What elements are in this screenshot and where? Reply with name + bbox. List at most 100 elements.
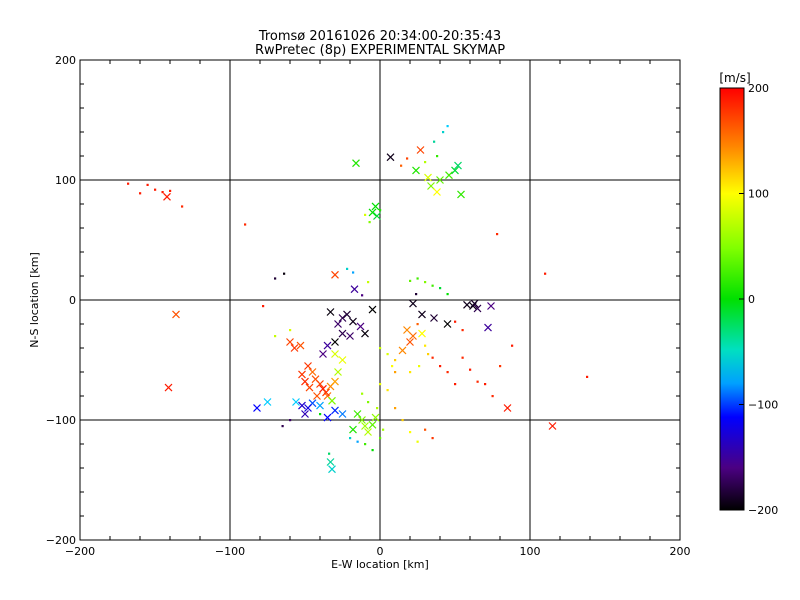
data-point-cross — [418, 329, 426, 338]
data-point-cross — [290, 344, 299, 352]
y-tick-label: 100 — [55, 174, 76, 187]
data-point-dot — [476, 380, 479, 383]
data-point-dot — [181, 205, 184, 208]
data-point-cross — [298, 370, 306, 379]
data-point-cross — [172, 310, 180, 319]
data-point-dot — [262, 305, 265, 308]
data-point-cross — [338, 329, 347, 338]
data-point-cross — [323, 341, 332, 350]
data-point-dot — [394, 407, 397, 410]
data-point-cross — [503, 404, 512, 412]
data-point-dot — [328, 452, 331, 455]
data-point-cross — [328, 396, 336, 405]
data-point-dot — [439, 287, 442, 290]
colorbar-tick-label: −200 — [748, 504, 778, 517]
data-point-dot — [446, 125, 449, 128]
grid — [80, 60, 680, 540]
data-point-cross — [319, 350, 327, 358]
colorbar-tick-label: 0 — [748, 293, 755, 306]
data-point-cross — [326, 458, 335, 466]
data-point-cross — [412, 166, 420, 175]
data-point-cross — [443, 320, 452, 328]
data-point-dot — [454, 383, 457, 386]
data-point-cross — [398, 346, 407, 355]
data-point-cross — [338, 356, 347, 364]
data-point-cross — [338, 410, 347, 418]
data-point-cross — [331, 350, 339, 358]
data-point-cross — [292, 398, 300, 406]
x-tick-label: 200 — [670, 545, 691, 558]
colorbar-ticks: 200 100 0 −100 −200 — [739, 82, 778, 517]
data-point-cross — [373, 212, 381, 220]
data-point-dot — [416, 440, 419, 443]
data-point-cross — [487, 302, 495, 310]
data-point-cross — [358, 416, 366, 424]
data-point-cross — [463, 300, 471, 309]
data-point-cross — [316, 380, 324, 388]
data-point-dot — [461, 329, 464, 332]
data-point-dot — [431, 356, 434, 359]
data-point-cross — [301, 410, 309, 418]
data-point-cross — [304, 362, 312, 370]
data-point-dot — [424, 161, 427, 164]
data-point-dot — [586, 375, 589, 378]
data-point-dot — [469, 368, 472, 371]
data-point-cross — [427, 182, 435, 190]
data-point-dot — [439, 365, 442, 368]
data-point-dot — [499, 365, 502, 368]
data-point-cross — [338, 314, 347, 322]
data-point-dot — [442, 131, 445, 134]
data-point-dot — [379, 347, 382, 350]
data-point-dot — [446, 371, 449, 374]
data-point-cross — [304, 404, 312, 412]
data-point-dot — [416, 323, 419, 326]
data-point-dot — [361, 392, 364, 395]
x-tick-label: −100 — [215, 545, 245, 558]
data-point-cross — [253, 404, 261, 412]
data-points — [127, 125, 589, 474]
data-point-dot — [446, 293, 449, 296]
x-tick-label: −200 — [65, 545, 95, 558]
data-point-cross — [263, 398, 272, 406]
data-point-dot — [496, 233, 499, 236]
data-point-cross — [316, 401, 324, 410]
data-point-dot — [371, 449, 374, 452]
data-point-cross — [326, 308, 335, 316]
data-point-cross — [371, 413, 380, 422]
data-point-dot — [427, 353, 430, 356]
data-point-cross — [296, 341, 305, 350]
data-point-dot — [368, 221, 371, 224]
data-point-cross — [308, 368, 317, 376]
data-point-cross — [406, 338, 414, 346]
colorbar-label: [m/s] — [719, 71, 750, 85]
data-point-cross — [331, 338, 339, 346]
data-point-dot — [169, 189, 172, 192]
data-point-cross — [403, 326, 411, 334]
data-point-cross — [445, 171, 453, 180]
data-point-cross — [349, 425, 357, 434]
data-point-cross — [484, 323, 492, 332]
data-point-cross — [328, 465, 336, 474]
data-point-dot — [415, 293, 418, 296]
colorbar-tick-label: −100 — [748, 399, 778, 412]
y-tick-label: 200 — [55, 54, 76, 67]
data-point-cross — [349, 317, 357, 326]
data-point-dot — [491, 395, 494, 398]
chart-subtitle: RwPretec (8p) EXPERIMENTAL SKYMAP — [255, 43, 505, 58]
data-point-dot — [544, 272, 547, 275]
data-point-cross — [331, 406, 339, 415]
data-point-dot — [364, 443, 367, 446]
data-point-dot — [367, 281, 370, 284]
data-point-dot — [244, 223, 247, 226]
data-point-cross — [353, 410, 362, 418]
data-point-dot — [283, 272, 286, 275]
data-point-cross — [313, 392, 321, 400]
data-point-dot — [376, 407, 379, 410]
data-point-dot — [424, 281, 427, 284]
data-point-cross — [346, 332, 354, 340]
x-axis-ticks: −200 −100 0 100 200 — [65, 60, 691, 558]
data-point-cross — [361, 422, 369, 430]
data-point-cross — [418, 310, 426, 319]
y-tick-label: 0 — [69, 294, 76, 307]
data-point-cross — [433, 188, 441, 196]
